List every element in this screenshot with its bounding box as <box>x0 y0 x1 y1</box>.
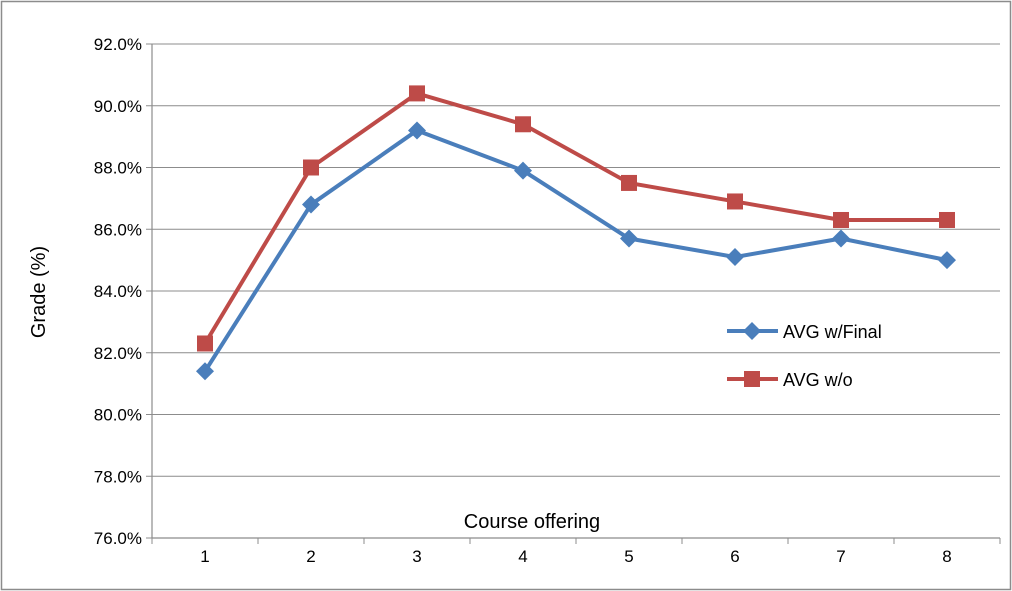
data-point <box>302 195 320 214</box>
x-tick-labels: 1 2 3 4 5 6 7 8 <box>200 547 951 566</box>
y-tick-label: 92.0% <box>94 35 142 54</box>
legend: AVG w/Final AVG w/o <box>727 322 882 390</box>
y-tick-label: 78.0% <box>94 467 142 486</box>
axes <box>146 43 1001 544</box>
y-tick-label: 86.0% <box>94 220 142 239</box>
legend-marker <box>743 322 761 340</box>
legend-label: AVG w/o <box>783 370 853 390</box>
data-point <box>832 229 850 248</box>
x-tick-label: 5 <box>624 547 633 566</box>
data-point <box>196 362 214 381</box>
y-tick-label: 88.0% <box>94 159 142 178</box>
y-tick-label: 80.0% <box>94 406 142 425</box>
series-1 <box>196 121 956 381</box>
series-2 <box>197 85 955 352</box>
series-layer <box>196 85 956 381</box>
x-tick-label: 2 <box>306 547 315 566</box>
y-tick-labels: 76.0% 78.0% 80.0% 82.0% 84.0% 86.0% 88.0% 90.0%… <box>94 35 142 548</box>
y-tick-label: 90.0% <box>94 97 142 116</box>
x-tick-label: 3 <box>412 547 421 566</box>
series-line <box>203 91 949 346</box>
x-tick-label: 6 <box>730 547 739 566</box>
data-point <box>726 248 744 267</box>
data-point <box>938 251 956 270</box>
y-tick-label: 84.0% <box>94 282 142 301</box>
data-point <box>727 193 743 210</box>
y-tick-label: 82.0% <box>94 344 142 363</box>
legend-label: AVG w/Final <box>783 322 882 342</box>
x-tick-label: 4 <box>518 547 527 566</box>
legend-marker <box>744 371 760 387</box>
data-point <box>621 174 637 191</box>
x-tick-label: 7 <box>836 547 845 566</box>
series-line <box>203 128 949 374</box>
data-point <box>515 116 531 133</box>
y-tick-label: 76.0% <box>94 529 142 548</box>
data-point <box>197 335 213 352</box>
data-point <box>620 229 638 248</box>
y-axis-title: Grade (%) <box>28 246 50 338</box>
data-point <box>303 159 319 176</box>
x-tick-label: 8 <box>942 547 951 566</box>
legend-entry: AVG w/Final <box>727 322 882 342</box>
x-axis-title: Course offering <box>464 511 600 533</box>
x-tick-label: 1 <box>200 547 209 566</box>
data-point <box>408 121 426 140</box>
data-point <box>514 161 532 180</box>
data-point <box>833 211 849 228</box>
legend-entry: AVG w/o <box>727 370 853 390</box>
data-point <box>409 85 425 102</box>
data-point <box>939 211 955 228</box>
